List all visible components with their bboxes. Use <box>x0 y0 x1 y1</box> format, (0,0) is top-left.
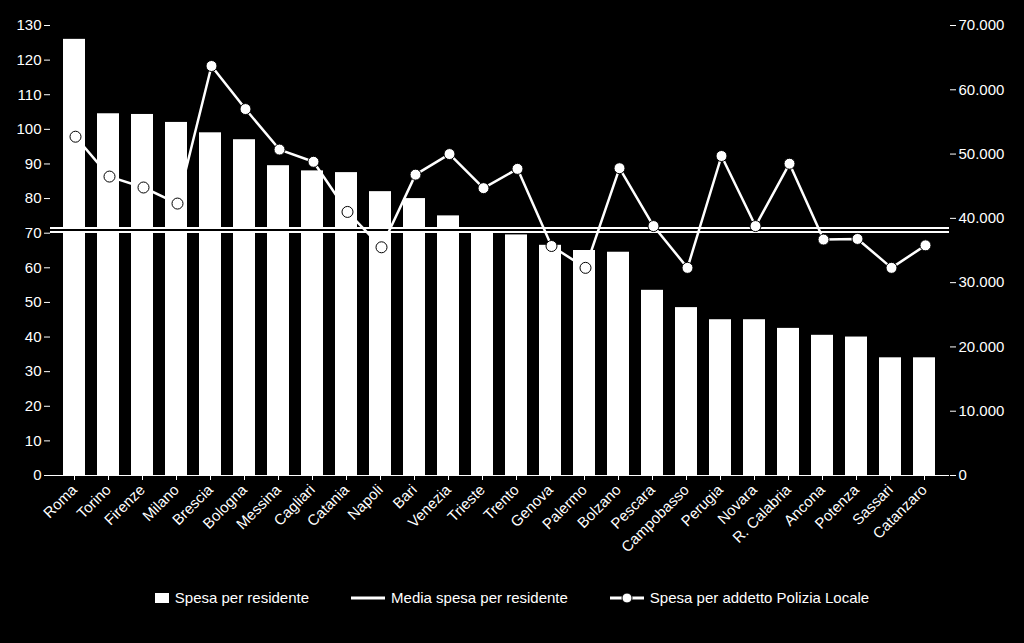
svg-text:Trieste: Trieste <box>444 481 488 525</box>
svg-text:Sassari: Sassari <box>848 480 896 529</box>
svg-text:Messina: Messina <box>232 480 284 533</box>
svg-text:Roma: Roma <box>40 480 81 521</box>
svg-text:Milano: Milano <box>138 480 182 525</box>
svg-text:Cagliari: Cagliari <box>270 480 318 529</box>
svg-text:Catanzaro: Catanzaro <box>869 481 930 542</box>
svg-text:80: 80 <box>25 189 42 206</box>
svg-text:Torino: Torino <box>73 480 114 522</box>
svg-text:Perugia: Perugia <box>677 480 726 529</box>
svg-text:120: 120 <box>16 51 41 68</box>
svg-text:100: 100 <box>16 120 41 137</box>
svg-text:10: 10 <box>25 432 42 449</box>
html-text:Media spesa per residente: Media spesa per residente <box>391 589 568 606</box>
html-text:Spesa per residente: Spesa per residente <box>174 589 310 606</box>
svg-text:20.000: 20.000 <box>959 338 1005 355</box>
svg-text:0: 0 <box>959 466 967 483</box>
svg-text:20: 20 <box>25 397 42 414</box>
svg-text:40.000: 40.000 <box>959 209 1005 226</box>
svg-text:0: 0 <box>33 466 41 483</box>
svg-text:Venezia: Venezia <box>404 480 454 530</box>
svg-text:Bologna: Bologna <box>199 480 250 532</box>
svg-text:70: 70 <box>25 224 42 241</box>
svg-text:Firenze: Firenze <box>101 481 148 528</box>
svg-text:50: 50 <box>25 293 42 310</box>
svg-text:Trento: Trento <box>479 480 522 524</box>
svg-text:Bolzano: Bolzano <box>573 480 624 532</box>
svg-text:Napoli: Napoli <box>344 481 386 523</box>
svg-text:110: 110 <box>18 86 42 103</box>
svg-text:Genova: Genova <box>506 480 556 530</box>
svg-text:R. Calabria: R. Calabria <box>728 480 794 546</box>
svg-text:50.000: 50.000 <box>959 145 1005 162</box>
svg-text:30: 30 <box>25 362 42 379</box>
svg-text:Ancona: Ancona <box>780 480 828 529</box>
svg-text:60: 60 <box>25 259 42 276</box>
html-text:Spesa per addetto Polizia Loca: Spesa per addetto Polizia Locale <box>649 589 870 606</box>
svg-text:Campobasso: Campobasso <box>617 480 692 556</box>
svg-text:Brescia: Brescia <box>168 480 216 529</box>
svg-text:130: 130 <box>16 16 41 33</box>
svg-text:70.000: 70.000 <box>959 16 1005 33</box>
svg-text:40: 40 <box>25 328 42 345</box>
svg-text:Novara: Novara <box>713 480 760 527</box>
svg-text:Pescara: Pescara <box>607 480 658 532</box>
svg-text:Bari: Bari <box>389 480 420 512</box>
svg-text:Palermo: Palermo <box>538 480 590 533</box>
svg-text:60.000: 60.000 <box>959 81 1005 98</box>
svg-text:90: 90 <box>25 155 42 172</box>
svg-text:Potenza: Potenza <box>811 480 862 531</box>
svg-text:30.000: 30.000 <box>959 273 1005 290</box>
svg-text:10.000: 10.000 <box>959 402 1005 419</box>
svg-text:Catania: Catania <box>303 480 352 529</box>
